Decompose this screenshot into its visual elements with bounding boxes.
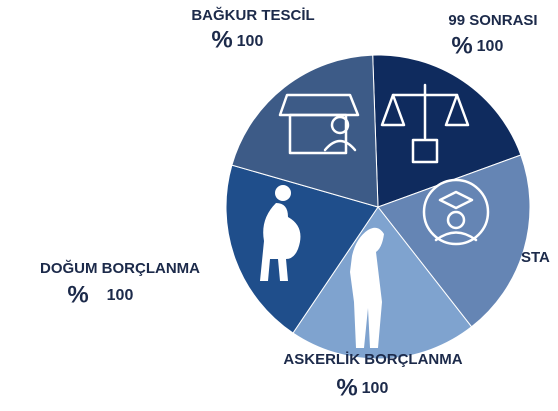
percent-amount: 100 <box>362 380 389 397</box>
percent-amount: 100 <box>107 287 134 304</box>
segment-label: ASKERLİK BORÇLANMA <box>283 351 462 368</box>
percent-sign: % <box>451 32 472 59</box>
segment-label: STA <box>521 249 550 266</box>
percent-amount: 100 <box>477 38 504 55</box>
pie-slice <box>225 164 379 334</box>
segment-label: 99 SONRASI <box>448 12 537 29</box>
shop-icon <box>278 93 360 155</box>
percent-sign: % <box>336 374 357 401</box>
graduate-icon <box>422 178 490 246</box>
percent-sign: % <box>67 281 88 308</box>
scale-icon <box>380 83 470 164</box>
pie-slice <box>292 206 473 360</box>
pie-slice <box>372 54 522 208</box>
percent-amount: 100 <box>237 33 264 50</box>
soldier-icon <box>350 227 384 348</box>
percent-sign: % <box>211 26 232 53</box>
pie-slice <box>377 154 531 328</box>
segment-label: BAĞKUR TESCİL <box>191 6 314 24</box>
pie-slice <box>231 54 379 208</box>
segment-label: DOĞUM BORÇLANMA <box>40 259 200 277</box>
pregnant-icon <box>260 185 301 281</box>
pie <box>225 54 531 360</box>
